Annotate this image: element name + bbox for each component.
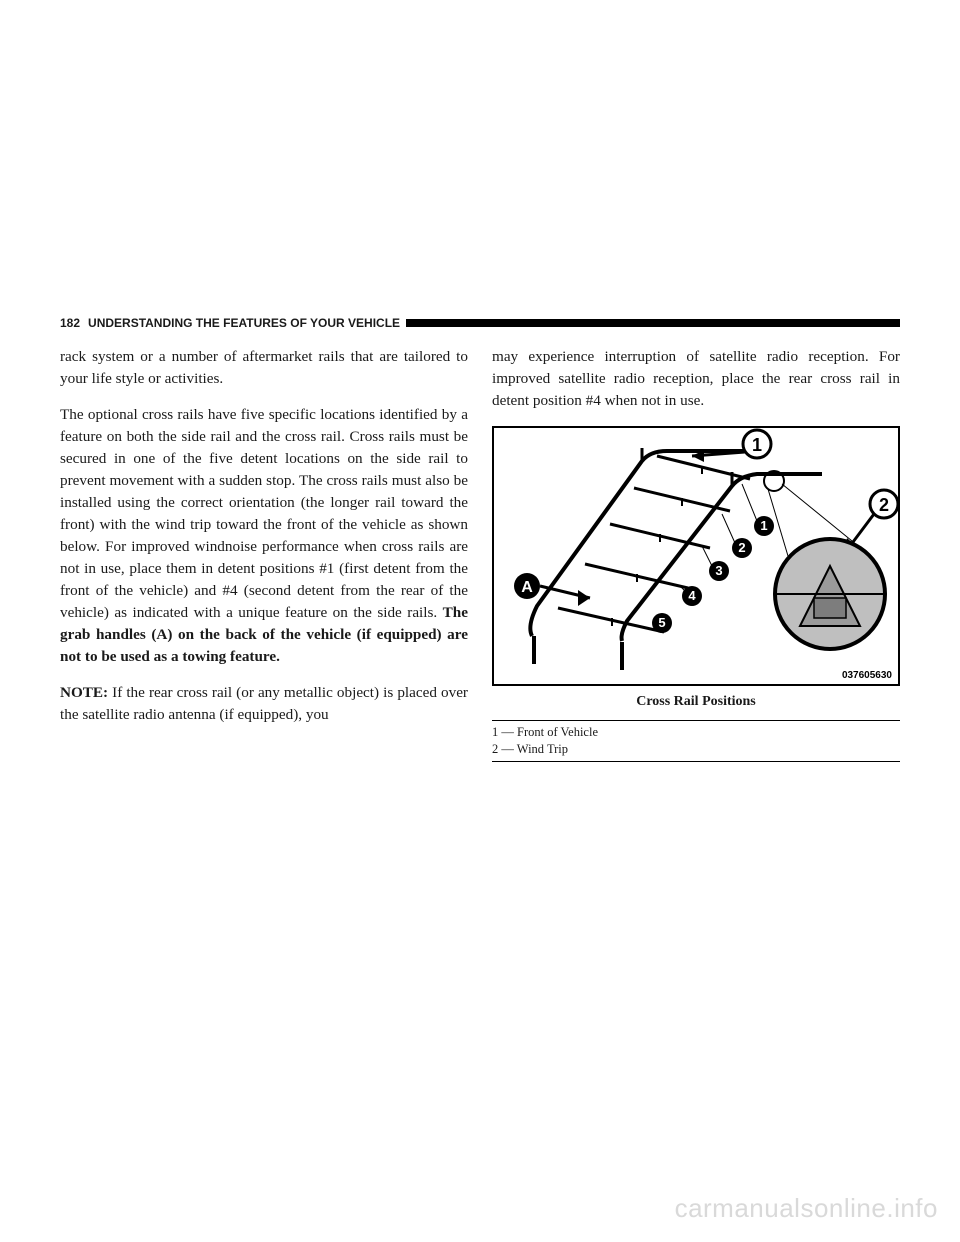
- figure: 1 2 3 4 5: [492, 426, 900, 762]
- image-id: 037605630: [842, 670, 892, 681]
- text-columns: rack system or a number of aftermarket r…: [60, 346, 900, 762]
- svg-text:5: 5: [658, 615, 665, 630]
- svg-text:4: 4: [688, 588, 696, 603]
- legend-item: 1 — Front of Vehicle: [492, 724, 900, 741]
- svg-text:1: 1: [760, 518, 767, 533]
- paragraph-text: The optional cross rails have five speci…: [60, 406, 468, 621]
- page-content: 182 UNDERSTANDING THE FEATURES OF YOUR V…: [60, 316, 900, 762]
- note-label: NOTE:: [60, 684, 108, 701]
- figure-legend: 1 — Front of Vehicle 2 — Wind Trip: [492, 720, 900, 762]
- header-bar: [406, 319, 900, 327]
- page-header: 182 UNDERSTANDING THE FEATURES OF YOUR V…: [60, 316, 900, 330]
- svg-text:2: 2: [879, 495, 889, 515]
- paragraph-text: If the rear cross rail (or any metallic …: [60, 684, 468, 723]
- paragraph: rack system or a number of aftermarket r…: [60, 346, 468, 390]
- paragraph: NOTE: If the rear cross rail (or any met…: [60, 682, 468, 726]
- figure-caption: Cross Rail Positions: [492, 692, 900, 712]
- wind-trip-detail: [775, 539, 885, 649]
- right-column: may experience interruption of satellite…: [492, 346, 900, 762]
- cross-rail-diagram: 1 2 3 4 5: [492, 426, 900, 686]
- section-title: UNDERSTANDING THE FEATURES OF YOUR VEHIC…: [88, 316, 400, 330]
- paragraph: The optional cross rails have five speci…: [60, 404, 468, 668]
- watermark: carmanualsonline.info: [675, 1193, 938, 1224]
- left-column: rack system or a number of aftermarket r…: [60, 346, 468, 762]
- paragraph: may experience interruption of satellite…: [492, 346, 900, 412]
- legend-item: 2 — Wind Trip: [492, 741, 900, 758]
- svg-text:2: 2: [738, 540, 745, 555]
- svg-text:A: A: [521, 579, 533, 596]
- page-number: 182: [60, 316, 80, 330]
- svg-text:3: 3: [715, 563, 722, 578]
- svg-text:1: 1: [752, 435, 762, 455]
